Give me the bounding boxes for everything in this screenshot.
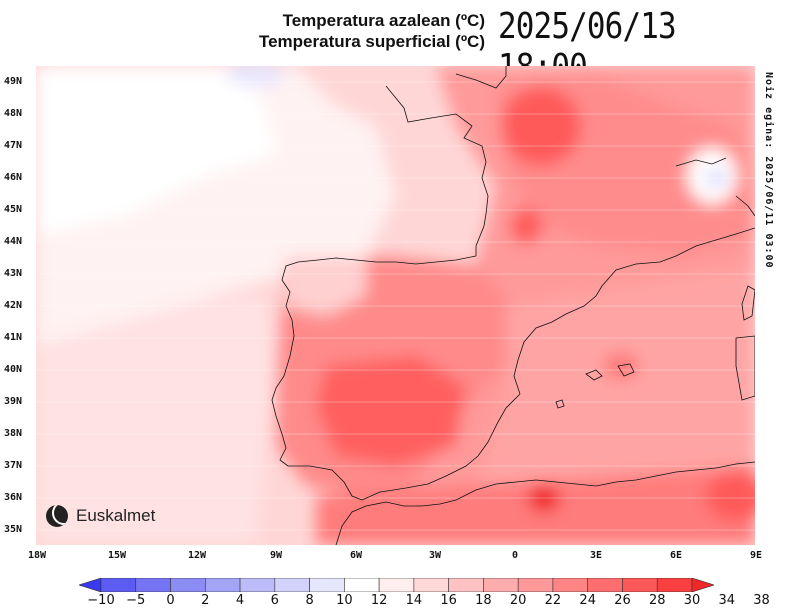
- lat-tick: 38N: [4, 428, 23, 439]
- lat-tick: 48N: [4, 108, 23, 119]
- colorbar-label: 12: [370, 593, 388, 608]
- colorbar-label: 2: [201, 593, 210, 608]
- temperature-field: [36, 62, 766, 545]
- lat-tick: 40N: [4, 364, 23, 375]
- colorbar-cell: [170, 578, 206, 592]
- lon-tick: 15W: [107, 550, 127, 561]
- colorbar-cell: [448, 578, 484, 592]
- lon-tick: 3W: [428, 550, 442, 561]
- title-spanish: Temperatura superficial (ºC): [258, 32, 485, 51]
- lat-tick: 43N: [4, 268, 23, 279]
- euskalmet-logo: Euskalmet: [46, 505, 155, 527]
- colorbar-label: 38: [753, 593, 770, 608]
- lat-tick: 49N: [4, 76, 23, 87]
- run-time-note: Noiz egina: 2025/06/11 03:00: [763, 72, 774, 269]
- colorbar-cell: [378, 578, 415, 592]
- colorbar-label: 30: [683, 593, 701, 608]
- lat-tick: 47N: [4, 140, 23, 151]
- colorbar-cell: [239, 578, 276, 592]
- lat-tick: 39N: [4, 396, 23, 407]
- colorbar-cell: [204, 578, 241, 592]
- colorbar-label: 4: [235, 593, 245, 608]
- lon-tick: 12W: [187, 550, 207, 561]
- lon-tick: 6E: [669, 550, 683, 561]
- colorbar-cell: [552, 578, 589, 592]
- colorbar-label: 28: [648, 593, 666, 608]
- lat-tick: 44N: [4, 236, 23, 247]
- colorbar-cell: [309, 578, 345, 592]
- colorbar-max-arrow: [691, 578, 714, 592]
- colorbar: [79, 578, 714, 592]
- colorbar-cell: [587, 578, 623, 592]
- title-block: Temperatura azalean (ºC) Temperatura sup…: [200, 10, 485, 52]
- colorbar-label: 20: [509, 593, 527, 608]
- lat-tick: 37N: [4, 460, 23, 471]
- lat-tick: 45N: [4, 204, 23, 215]
- lat-tick: 42N: [4, 300, 23, 311]
- colorbar-label: −10: [87, 593, 115, 608]
- colorbar-label: 16: [440, 593, 457, 608]
- colorbar-label: 26: [614, 593, 631, 608]
- logo-text: Euskalmet: [76, 506, 156, 525]
- lon-tick: 0: [511, 550, 519, 561]
- colorbar-cell: [274, 578, 310, 592]
- lat-tick: 46N: [4, 172, 23, 183]
- colorbar-label: 34: [718, 593, 736, 608]
- colorbar-min-arrow: [79, 578, 102, 592]
- colorbar-cell: [413, 578, 449, 592]
- colorbar-label: 0: [166, 593, 175, 608]
- lon-tick: 9E: [749, 550, 763, 561]
- colorbar-cell: [100, 578, 137, 592]
- colorbar-label: 10: [336, 593, 353, 608]
- temperature-map: [36, 62, 766, 546]
- colorbar-cell: [135, 578, 171, 592]
- coastlines: [271, 66, 756, 546]
- map-svg: [36, 62, 766, 546]
- colorbar-label: 6: [270, 593, 279, 608]
- colorbar-label: 24: [579, 593, 596, 608]
- colorbar-cell: [344, 578, 380, 592]
- lon-tick: 9W: [269, 550, 283, 561]
- title-basque: Temperatura azalean (ºC): [282, 11, 485, 30]
- colorbar-cell: [656, 578, 693, 592]
- colorbar-label: −5: [126, 593, 146, 608]
- graticule: [36, 81, 755, 531]
- colorbar-label: 22: [544, 593, 562, 608]
- lon-tick: 18W: [27, 550, 47, 561]
- colorbar-cell: [483, 578, 519, 592]
- lon-tick: 6W: [349, 550, 363, 561]
- lat-tick: 41N: [4, 332, 23, 343]
- lon-tick: 3E: [589, 550, 603, 561]
- colorbar-label: 18: [475, 593, 492, 608]
- lat-tick: 36N: [4, 492, 23, 503]
- colorbar-label: 14: [405, 593, 423, 608]
- colorbar-cell: [622, 578, 658, 592]
- colorbar-cell: [517, 578, 554, 592]
- lat-tick: 35N: [4, 524, 23, 535]
- euskalmet-logo-icon: [46, 505, 68, 527]
- colorbar-label: 8: [305, 593, 314, 608]
